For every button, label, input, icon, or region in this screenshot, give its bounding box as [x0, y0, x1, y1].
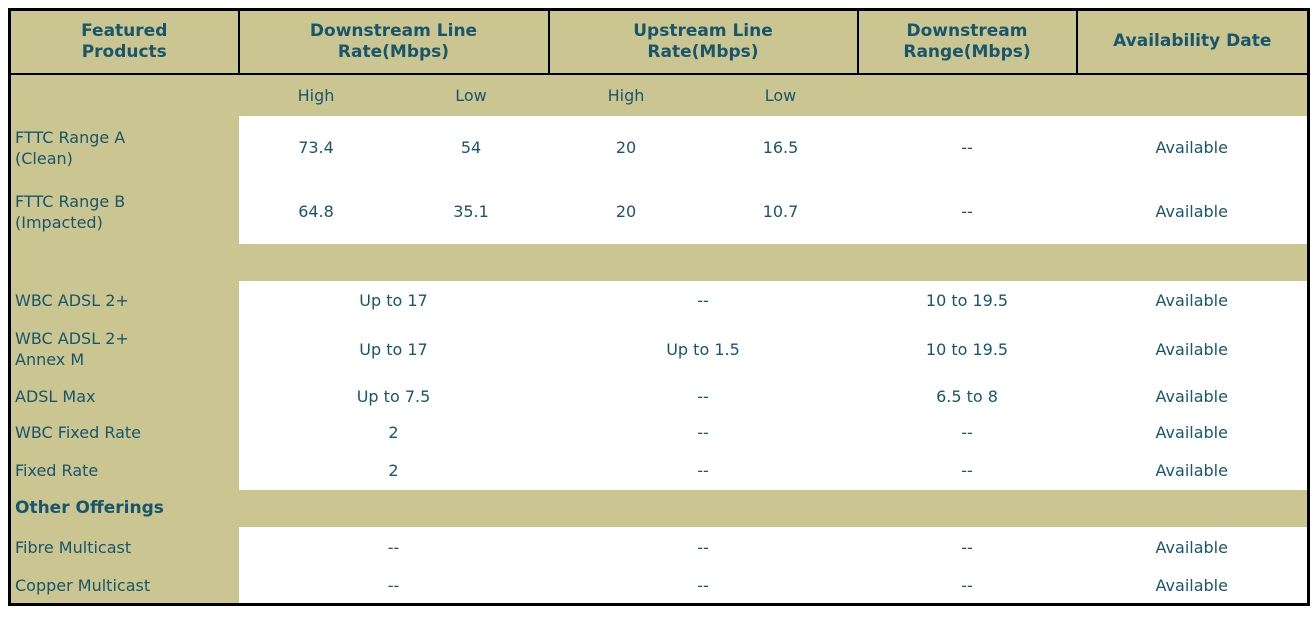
header-availability-date: Availability Date — [1076, 9, 1309, 75]
subheader-empty — [9, 73, 239, 116]
table-row: Copper Multicast -- -- -- Available — [9, 567, 1309, 605]
products-table: Featured Products Downstream Line Rate(M… — [8, 8, 1310, 606]
product-name: FTTC Range A (Clean) — [9, 115, 239, 180]
availability-value: Available — [1076, 280, 1309, 321]
upstream-rate-value: Up to 1.5 — [548, 320, 858, 378]
downstream-rate-value: Up to 17 — [238, 320, 549, 378]
downstream-high-value: 73.4 — [238, 115, 394, 180]
availability-value: Available — [1076, 414, 1309, 451]
table-row: FTTC Range A (Clean) 73.4 54 20 16.5 -- Availa… — [9, 115, 1309, 180]
header-downstream-line-rate: Downstream Line Rate(Mbps) — [238, 9, 550, 75]
product-name: ADSL Max — [9, 377, 239, 415]
subheader-downstream-high: High — [238, 73, 394, 116]
availability-value: Available — [1076, 450, 1309, 490]
subheader-row: High Low High Low — [9, 73, 1309, 116]
downstream-rate-value: 2 — [238, 450, 549, 490]
downstream-range-value: -- — [857, 414, 1077, 451]
downstream-range-value: -- — [857, 179, 1077, 244]
table-header: Featured Products Downstream Line Rate(M… — [9, 9, 1309, 116]
availability-value: Available — [1076, 526, 1309, 568]
header-upstream-line-rate: Upstream Line Rate(Mbps) — [548, 9, 859, 75]
product-name: Fibre Multicast — [9, 526, 239, 568]
table-row: Fibre Multicast -- -- -- Available — [9, 526, 1309, 568]
section-title: Other Offerings — [9, 489, 1309, 527]
table-row: FTTC Range B (Impacted) 64.8 35.1 20 10.7 -- A… — [9, 179, 1309, 244]
upstream-low-value: 10.7 — [703, 179, 858, 244]
table-row: WBC ADSL 2+ Up to 17 -- 10 to 19.5 Available — [9, 280, 1309, 321]
downstream-rate-value: -- — [238, 526, 549, 568]
downstream-rate-value: Up to 17 — [238, 280, 549, 321]
availability-value: Available — [1076, 115, 1309, 180]
subheader-downstream-low: Low — [393, 73, 549, 116]
product-name: WBC ADSL 2+ Annex M — [9, 320, 239, 378]
header-downstream-range: Downstream Range(Mbps) — [857, 9, 1078, 75]
upstream-high-value: 20 — [548, 115, 704, 180]
availability-value: Available — [1076, 567, 1309, 605]
downstream-low-value: 35.1 — [393, 179, 549, 244]
downstream-rate-value: 2 — [238, 414, 549, 451]
downstream-range-value: 10 to 19.5 — [857, 320, 1077, 378]
downstream-range-value: 10 to 19.5 — [857, 280, 1077, 321]
upstream-rate-value: -- — [548, 450, 858, 490]
table-body: FTTC Range A (Clean) 73.4 54 20 16.5 -- Availa… — [9, 115, 1309, 605]
downstream-low-value: 54 — [393, 115, 549, 180]
downstream-high-value: 64.8 — [238, 179, 394, 244]
subheader-upstream-high: High — [548, 73, 704, 116]
availability-value: Available — [1076, 377, 1309, 415]
page: Featured Products Downstream Line Rate(M… — [8, 8, 1310, 606]
downstream-rate-value: Up to 7.5 — [238, 377, 549, 415]
downstream-rate-value: -- — [238, 567, 549, 605]
upstream-low-value: 16.5 — [703, 115, 858, 180]
subheader-empty — [1076, 73, 1309, 116]
availability-value: Available — [1076, 179, 1309, 244]
table-row: Fixed Rate 2 -- -- Available — [9, 450, 1309, 490]
subheader-upstream-low: Low — [703, 73, 858, 116]
downstream-range-value: -- — [857, 450, 1077, 490]
table-row: WBC Fixed Rate 2 -- -- Available — [9, 414, 1309, 451]
table-row: WBC ADSL 2+ Annex M Up to 17 Up to 1.5 10 t… — [9, 320, 1309, 378]
section-header-row: Other Offerings — [9, 489, 1309, 527]
section-separator — [9, 243, 1309, 281]
product-name: WBC ADSL 2+ — [9, 280, 239, 321]
downstream-range-value: -- — [857, 115, 1077, 180]
table-row: ADSL Max Up to 7.5 -- 6.5 to 8 Available — [9, 377, 1309, 415]
availability-value: Available — [1076, 320, 1309, 378]
separator-row — [9, 243, 1309, 281]
header-row: Featured Products Downstream Line Rate(M… — [9, 9, 1309, 75]
upstream-high-value: 20 — [548, 179, 704, 244]
upstream-rate-value: -- — [548, 377, 858, 415]
upstream-rate-value: -- — [548, 567, 858, 605]
product-name: Fixed Rate — [9, 450, 239, 490]
upstream-rate-value: -- — [548, 414, 858, 451]
header-featured-products: Featured Products — [9, 9, 240, 75]
upstream-rate-value: -- — [548, 280, 858, 321]
product-name: FTTC Range B (Impacted) — [9, 179, 239, 244]
downstream-range-value: 6.5 to 8 — [857, 377, 1077, 415]
upstream-rate-value: -- — [548, 526, 858, 568]
downstream-range-value: -- — [857, 526, 1077, 568]
subheader-empty — [857, 73, 1077, 116]
product-name: Copper Multicast — [9, 567, 239, 605]
downstream-range-value: -- — [857, 567, 1077, 605]
product-name: WBC Fixed Rate — [9, 414, 239, 451]
